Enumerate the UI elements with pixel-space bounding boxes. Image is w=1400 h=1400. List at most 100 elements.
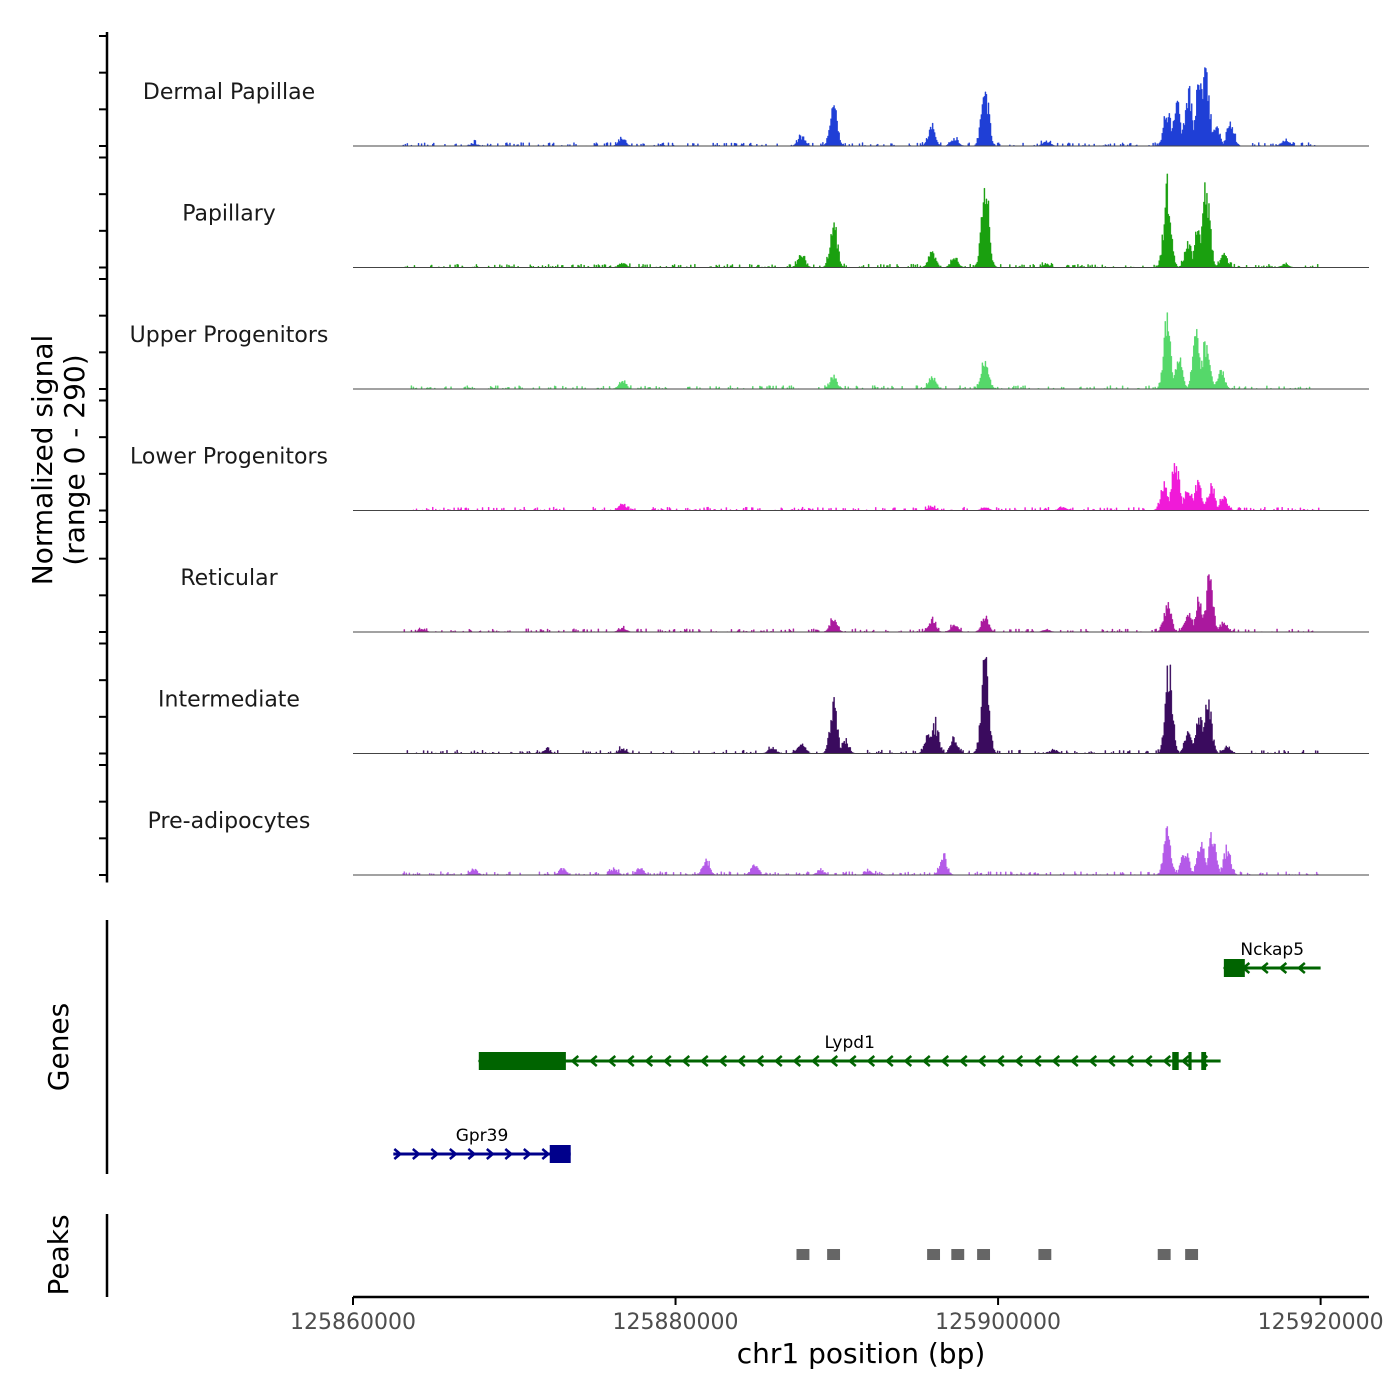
x-tick-label: 125920000 [1258,1310,1384,1335]
strand-arrow [607,1055,617,1067]
coverage-track: Upper Progenitors [130,312,1369,390]
peak-region [1157,1249,1171,1260]
coverage-area [353,463,1369,511]
gene-exon [549,1145,571,1163]
strand-arrow [940,1055,950,1067]
strand-arrow [1259,962,1269,974]
peak-region [1038,1249,1052,1260]
strand-arrow [773,1055,783,1067]
strand-arrow [1106,1055,1116,1067]
strand-arrow [1296,962,1306,974]
x-tick-label: 125860000 [290,1310,416,1335]
x-axis-title: chr1 position (bp) [737,1337,986,1370]
gene: Lypd1 [477,1033,1221,1070]
strand-arrow [541,1148,551,1160]
strand-arrow [588,1055,598,1067]
strand-arrow [792,1055,802,1067]
strand-arrow [467,1148,477,1160]
strand-arrow [1143,1055,1153,1067]
peak-region [796,1249,810,1260]
strand-arrow [1051,1055,1061,1067]
strand-arrow [995,1055,1005,1067]
strand-arrow [847,1055,857,1067]
strand-arrow [412,1148,421,1160]
coverage-area [353,312,1369,390]
gene-exon [1188,1052,1192,1070]
gene-exon [1201,1052,1207,1070]
strand-arrow [755,1055,765,1067]
strand-arrow [810,1055,820,1067]
peak-region [951,1249,965,1260]
coverage-y-axis-subtitle: (range 0 - 290) [58,354,91,565]
coverage-track: Reticular [180,566,1369,633]
strand-arrow [884,1055,894,1067]
strand-arrow [718,1055,728,1067]
strand-arrow [866,1055,876,1067]
strand-arrow [736,1055,746,1067]
gene: Nckap5 [1222,940,1321,977]
track-label: Intermediate [158,688,300,713]
peaks-y-axis-title: Peaks [42,1214,75,1295]
coverage-area [353,67,1369,147]
strand-arrow [644,1055,654,1067]
gene-exon [1172,1052,1179,1070]
peak-region [977,1249,991,1260]
peak-region [1185,1249,1199,1260]
strand-arrow [977,1055,987,1067]
gene: Gpr39 [393,1126,571,1163]
strand-arrow [681,1055,691,1067]
coverage-y-axis [99,32,109,883]
track-label: Papillary [182,202,276,227]
strand-arrow [699,1055,709,1067]
strand-arrow [1069,1055,1079,1067]
strand-arrow [958,1055,968,1067]
strand-arrow [1162,1055,1172,1067]
coverage-y-axis-title: Normalized signal [26,335,59,586]
strand-arrow [504,1148,514,1160]
strand-arrow [393,1148,403,1160]
peak-region [827,1249,841,1260]
gene-label: Gpr39 [456,1126,509,1146]
strand-arrow [625,1055,635,1067]
track-label: Upper Progenitors [130,323,329,348]
x-axis: 125860000 125880000 125900000 125920000 [290,1295,1384,1335]
strand-arrow [486,1148,495,1160]
strand-arrow [1180,1055,1190,1067]
strand-arrow [921,1055,931,1067]
coverage-area [353,574,1369,633]
coverage-track: Intermediate [158,657,1369,754]
coverage-area [353,173,1369,268]
gene-label: Lypd1 [825,1033,875,1053]
strand-arrow [430,1148,440,1160]
strand-arrow [829,1055,839,1067]
track-label: Reticular [180,566,278,591]
peak-region [927,1249,941,1260]
coverage-track: Lower Progenitors [130,445,1369,511]
coverage-track: Papillary [182,173,1369,268]
strand-arrow [1088,1055,1098,1067]
coverage-area [353,657,1369,754]
strand-arrow [903,1055,913,1067]
genes-y-axis-title: Genes [42,1003,75,1091]
gene-track: Nckap5 Lypd1 Gpr39 [393,940,1321,1163]
strand-arrow [1014,1055,1024,1067]
strand-arrow [1278,962,1288,974]
gene-exon [1223,959,1245,977]
coverage-track: Pre-adipocytes [148,809,1369,876]
peak-track [796,1249,1199,1260]
strand-arrow [570,1055,580,1067]
coverage-tracks: Dermal Papillae Papillary Upper Progenitor… [130,67,1369,876]
gene-label: Nckap5 [1240,940,1304,960]
strand-arrow [662,1055,672,1067]
strand-arrow [523,1148,532,1160]
track-label: Pre-adipocytes [148,809,311,834]
x-tick-label: 125880000 [613,1310,739,1335]
track-label: Lower Progenitors [130,445,328,470]
track-label: Dermal Papillae [143,80,315,105]
strand-arrow [449,1148,458,1160]
x-tick-label: 125900000 [935,1310,1061,1335]
strand-arrow [1032,1055,1042,1067]
coverage-track: Dermal Papillae [143,67,1369,147]
strand-arrow [1125,1055,1135,1067]
